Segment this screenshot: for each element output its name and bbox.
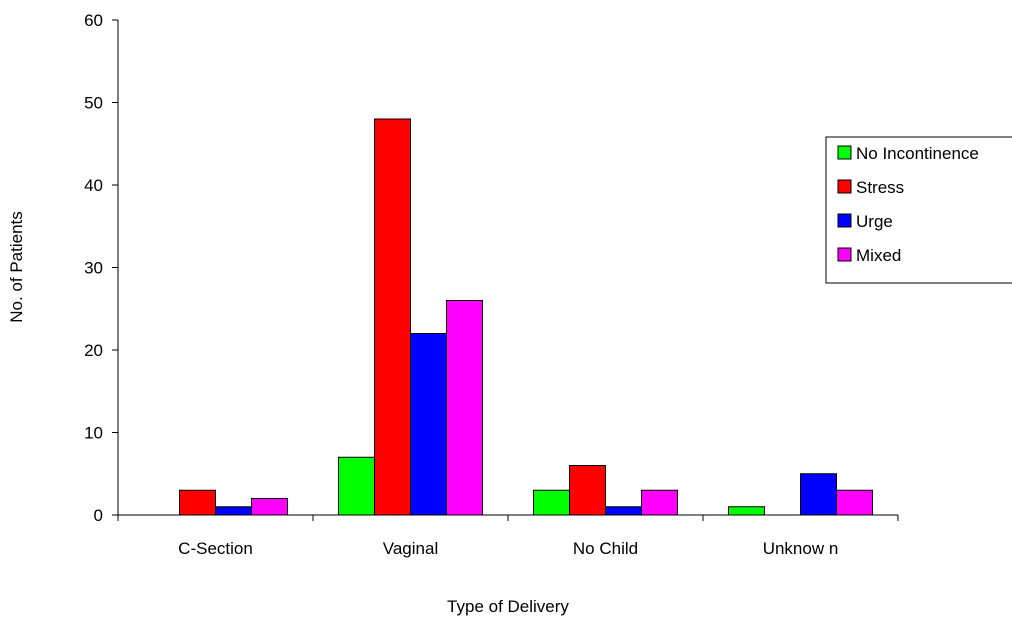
x-tick-label: Vaginal xyxy=(383,539,438,558)
y-tick-label: 60 xyxy=(84,11,103,30)
y-tick-label: 10 xyxy=(84,424,103,443)
y-tick-label: 30 xyxy=(84,259,103,278)
legend-box xyxy=(825,136,1012,284)
bar-mixed xyxy=(446,300,483,516)
bar-mixed xyxy=(641,489,678,516)
y-tick-label: 50 xyxy=(84,94,103,113)
y-axis-title: No. of Patients xyxy=(7,211,26,323)
y-tick-label: 0 xyxy=(94,506,103,525)
legend-swatch xyxy=(837,179,852,194)
legend-label: Mixed xyxy=(856,246,901,265)
legend-items: No Incontinence Stress Urge Mixed xyxy=(837,144,979,265)
bar-urge xyxy=(215,506,252,516)
bar-stress xyxy=(569,465,606,516)
bar-urge xyxy=(410,333,447,516)
legend-label: No Incontinence xyxy=(856,144,979,163)
legend-swatch xyxy=(837,145,852,160)
bar-stress xyxy=(374,118,411,516)
bar-mixed xyxy=(251,498,288,516)
x-tick-label: Unknow n xyxy=(763,539,839,558)
bar-mixed xyxy=(836,489,873,516)
legend-swatch xyxy=(837,213,852,228)
legend-swatch xyxy=(837,247,852,262)
bar-urge xyxy=(605,506,642,516)
bar-no-incontinence xyxy=(728,506,765,516)
bars xyxy=(179,118,873,516)
x-axis-title: Type of Delivery xyxy=(447,597,569,616)
legend-label: Stress xyxy=(856,178,904,197)
bar-no-incontinence xyxy=(338,456,375,516)
x-axis-ticks: C-Section Vaginal No Child Unknow n xyxy=(117,515,899,558)
legend-label: Urge xyxy=(856,212,893,231)
legend: No Incontinence Stress Urge Mixed xyxy=(825,136,1012,284)
y-tick-label: 40 xyxy=(84,176,103,195)
bar-no-incontinence xyxy=(533,489,570,516)
y-tick-label: 20 xyxy=(84,341,103,360)
bar-stress xyxy=(179,489,216,516)
bar-urge xyxy=(800,473,837,516)
x-tick-label: C-Section xyxy=(178,539,253,558)
x-tick-label: No Child xyxy=(573,539,638,558)
y-axis-ticks: 0 10 20 30 40 50 60 xyxy=(84,11,118,525)
